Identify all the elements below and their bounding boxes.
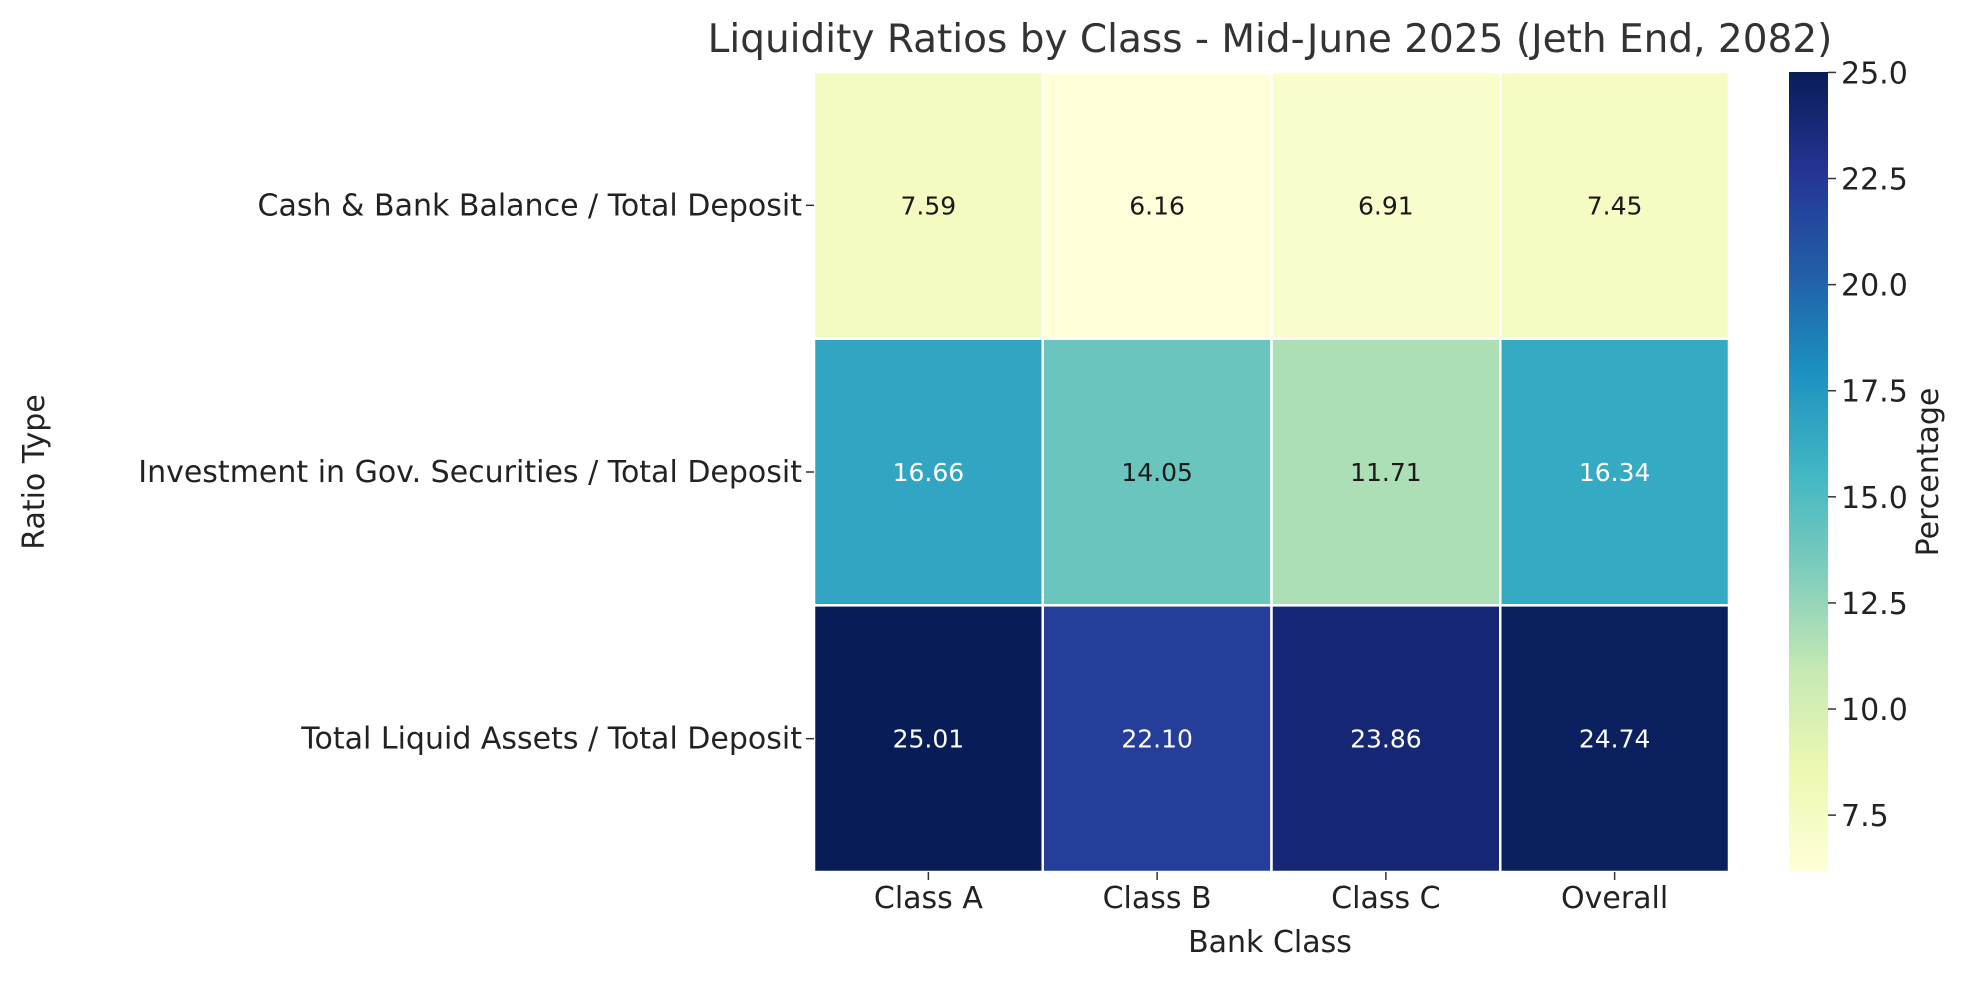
cell-value-label: 6.91 <box>1358 191 1414 220</box>
cell-value-label: 25.01 <box>893 725 965 754</box>
colorbar-tick-label: 12.5 <box>1841 587 1908 622</box>
x-tick-label: Class C <box>1331 881 1440 916</box>
y-tick-label: Total Liquid Assets / Total Deposit <box>300 722 802 757</box>
heatmap-cell <box>812 337 1044 607</box>
cell-value-label: 11.71 <box>1350 458 1422 487</box>
colorbar: 7.5 10.0 12.5 15.0 17.5 20.0 22.5 25.0 Percenta… <box>1789 56 1946 872</box>
cell-value-label: 6.16 <box>1129 191 1185 220</box>
y-axis-label: Ratio Type <box>17 394 52 549</box>
cell-value-label: 14.05 <box>1121 458 1193 487</box>
colorbar-tick-label: 7.5 <box>1841 799 1889 834</box>
colorbar-tick-label: 25.0 <box>1841 56 1908 91</box>
y-tick-label: Investment in Gov. Securities / Total De… <box>138 455 802 490</box>
cell-value-label: 22.10 <box>1121 725 1193 754</box>
x-axis-label: Bank Class <box>1188 925 1352 960</box>
cell-value-label: 16.34 <box>1579 458 1651 487</box>
heatmap-cell <box>1041 70 1273 340</box>
heatmap-cell <box>1499 70 1731 340</box>
x-tick-label: Class B <box>1103 881 1212 916</box>
x-tick-label: Class A <box>874 881 983 916</box>
colorbar-label: Percentage <box>1911 388 1946 557</box>
colorbar-ticks: 7.5 10.0 12.5 15.0 17.5 20.0 22.5 25.0 <box>1828 56 1908 834</box>
y-axis: Cash & Bank Balance / Total Deposit Inves… <box>138 188 814 757</box>
cell-value-label: 24.74 <box>1579 725 1651 754</box>
heatmap-cells: 7.59 6.16 6.91 7.45 16.66 14.05 11.71 16.34 25.0… <box>812 70 1731 874</box>
x-tick-label: Overall <box>1561 881 1668 916</box>
colorbar-tick-label: 17.5 <box>1841 375 1908 410</box>
heatmap-cell <box>1041 604 1273 874</box>
cell-value-label: 7.45 <box>1587 191 1643 220</box>
x-axis: Class A Class B Class C Overall <box>874 872 1668 916</box>
colorbar-tick-label: 22.5 <box>1841 163 1908 198</box>
heatmap-cell <box>1499 337 1731 607</box>
colorbar-tick-label: 15.0 <box>1841 481 1908 516</box>
y-tick-label: Cash & Bank Balance / Total Deposit <box>258 188 803 223</box>
heatmap-cell <box>812 70 1044 340</box>
colorbar-tick-label: 10.0 <box>1841 693 1908 728</box>
cell-value-label: 23.86 <box>1350 725 1422 754</box>
heatmap-cell <box>1270 70 1502 340</box>
cell-value-label: 7.59 <box>901 191 957 220</box>
chart-title: Liquidity Ratios by Class - Mid-June 202… <box>708 17 1833 62</box>
colorbar-bar <box>1789 72 1828 872</box>
heatmap-cell <box>1041 337 1273 607</box>
colorbar-tick-label: 20.0 <box>1841 269 1908 304</box>
heatmap-cell <box>1499 604 1731 874</box>
cell-value-label: 16.66 <box>893 458 965 487</box>
